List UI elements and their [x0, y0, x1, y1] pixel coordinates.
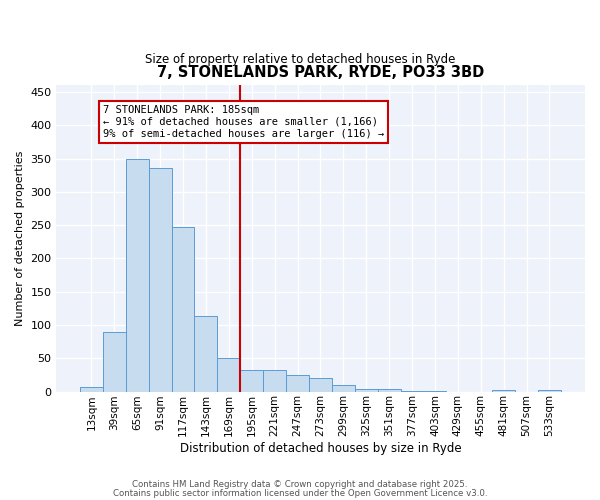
Bar [492, 390, 515, 392]
Title: 7, STONELANDS PARK, RYDE, PO33 3BD: 7, STONELANDS PARK, RYDE, PO33 3BD [157, 65, 484, 80]
Y-axis label: Number of detached properties: Number of detached properties [15, 151, 25, 326]
Bar [103, 332, 126, 392]
Bar [424, 391, 446, 392]
Text: Size of property relative to detached houses in Ryde: Size of property relative to detached ho… [145, 52, 455, 66]
Bar [309, 378, 332, 392]
Text: Contains public sector information licensed under the Open Government Licence v3: Contains public sector information licen… [113, 488, 487, 498]
X-axis label: Distribution of detached houses by size in Ryde: Distribution of detached houses by size … [179, 442, 461, 455]
Bar [286, 375, 309, 392]
Bar [263, 370, 286, 392]
Bar [80, 387, 103, 392]
Bar [377, 389, 401, 392]
Bar [217, 358, 240, 392]
Bar [240, 370, 263, 392]
Bar [126, 159, 149, 392]
Bar [194, 316, 217, 392]
Bar [355, 389, 377, 392]
Bar [149, 168, 172, 392]
Text: Contains HM Land Registry data © Crown copyright and database right 2025.: Contains HM Land Registry data © Crown c… [132, 480, 468, 489]
Text: 7 STONELANDS PARK: 185sqm
← 91% of detached houses are smaller (1,166)
9% of sem: 7 STONELANDS PARK: 185sqm ← 91% of detac… [103, 106, 384, 138]
Bar [172, 227, 194, 392]
Bar [538, 390, 561, 392]
Bar [401, 391, 424, 392]
Bar [332, 385, 355, 392]
